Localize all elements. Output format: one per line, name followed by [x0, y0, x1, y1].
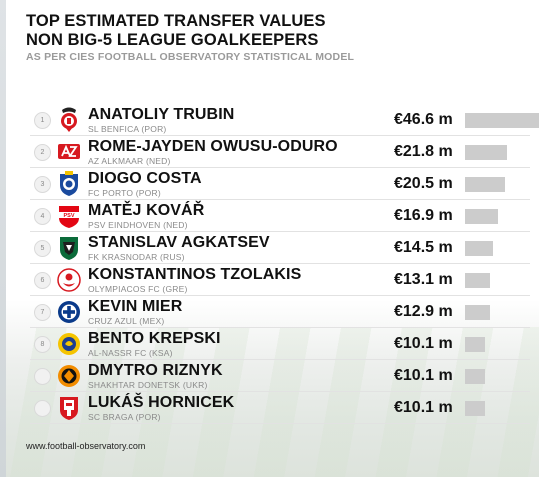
rank-badge: 6: [34, 272, 51, 289]
rank-badge: 5: [34, 240, 51, 257]
rank-badge: 4: [34, 208, 51, 225]
player-name: MATĚJ KOVÁŘ: [88, 202, 205, 219]
value-bar: [465, 177, 505, 192]
data-label: €14.5 m: [394, 239, 453, 256]
value-bar: [465, 337, 485, 352]
player-name: DIOGO COSTA: [88, 170, 202, 187]
value-bar: [465, 401, 485, 416]
page-edge: [0, 0, 6, 477]
player-name: KONSTANTINOS TZOLAKIS: [88, 266, 302, 283]
club-name: CRUZ AZUL (MEX): [88, 316, 165, 326]
player-name: STANISLAV AGKATSEV: [88, 234, 270, 251]
club-name: AL-NASSR FC (KSA): [88, 348, 173, 358]
shakhtar-crest-icon: [56, 362, 82, 389]
table-row: 3 DIOGO COSTA FC PORTO (POR) €20.5 m: [30, 169, 530, 200]
data-label: €13.1 m: [394, 271, 453, 288]
player-name: ANATOLIY TRUBIN: [88, 106, 235, 123]
az-alkmaar-crest-icon: [56, 138, 82, 165]
club-name: AZ ALKMAAR (NED): [88, 156, 171, 166]
club-name: PSV EINDHOVEN (NED): [88, 220, 188, 230]
value-bar: [465, 113, 539, 128]
value-bar: [465, 209, 498, 224]
svg-text:PSV: PSV: [63, 213, 74, 219]
title-line-1: TOP ESTIMATED TRANSFER VALUES: [26, 12, 326, 30]
krasnodar-crest-icon: [56, 234, 82, 261]
benfica-crest-icon: [56, 106, 82, 133]
club-name: FC PORTO (POR): [88, 188, 161, 198]
data-label: €10.1 m: [394, 367, 453, 384]
rank-badge: [34, 368, 51, 385]
subtitle: AS PER CIES FOOTBALL OBSERVATORY STATIST…: [26, 51, 355, 63]
club-name: SL BENFICA (POR): [88, 124, 167, 134]
data-label: €10.1 m: [394, 335, 453, 352]
club-name: SC BRAGA (POR): [88, 412, 161, 422]
table-row: LUKÁŠ HORNICEK SC BRAGA (POR) €10.1 m: [30, 393, 530, 424]
braga-crest-icon: [56, 394, 82, 421]
table-row: 5 STANISLAV AGKATSEV FK KRASNODAR (RUS) €14…: [30, 233, 530, 264]
club-name: SHAKHTAR DONETSK (UKR): [88, 380, 208, 390]
psv-crest-icon: PSV: [56, 202, 82, 229]
player-name: BENTO KREPSKI: [88, 330, 221, 347]
player-name: DMYTRO RIZNYK: [88, 362, 223, 379]
table-row: 4 PSV MATĚJ KOVÁŘ PSV EINDHOVEN (NED) €16.9 …: [30, 201, 530, 232]
pitch-background: [6, 327, 539, 477]
data-label: €16.9 m: [394, 207, 453, 224]
al-nassr-crest-icon: [56, 330, 82, 357]
rank-badge: 8: [34, 336, 51, 353]
value-bar: [465, 273, 490, 288]
club-name: FK KRASNODAR (RUS): [88, 252, 185, 262]
table-row: 2 ROME-JAYDEN OWUSU-ODURO AZ ALKMAAR (NED)…: [30, 137, 530, 168]
rank-badge: 2: [34, 144, 51, 161]
player-name: LUKÁŠ HORNICEK: [88, 394, 235, 411]
table-row: 7 KEVIN MIER CRUZ AZUL (MEX) €12.9 m: [30, 297, 530, 328]
player-name: ROME-JAYDEN OWUSU-ODURO: [88, 138, 338, 155]
infographic: TOP ESTIMATED TRANSFER VALUES NON BIG-5 …: [6, 0, 539, 477]
data-label: €46.6 m: [394, 111, 453, 128]
table-row: 8 BENTO KREPSKI AL-NASSR FC (KSA) €10.1 m: [30, 329, 530, 360]
value-bar: [465, 241, 493, 256]
rank-badge: 7: [34, 304, 51, 321]
fc-porto-crest-icon: [56, 170, 82, 197]
value-bar: [465, 305, 490, 320]
data-label: €12.9 m: [394, 303, 453, 320]
cruz-azul-crest-icon: [56, 298, 82, 325]
data-label: €10.1 m: [394, 399, 453, 416]
table-row: DMYTRO RIZNYK SHAKHTAR DONETSK (UKR) €10.1…: [30, 361, 530, 392]
rank-badge: 1: [34, 112, 51, 129]
value-bar: [465, 369, 485, 384]
olympiacos-crest-icon: [56, 266, 82, 293]
source-link[interactable]: www.football-observatory.com: [26, 441, 146, 451]
title-line-2: NON BIG-5 LEAGUE GOALKEEPERS: [26, 31, 319, 49]
table-row: 1 ANATOLIY TRUBIN SL BENFICA (POR) €46.6 m: [30, 105, 539, 136]
player-name: KEVIN MIER: [88, 298, 183, 315]
data-label: €20.5 m: [394, 175, 453, 192]
rank-badge: 3: [34, 176, 51, 193]
table-row: 6 KONSTANTINOS TZOLAKIS OLYMPIACOS FC (GRE…: [30, 265, 530, 296]
rank-badge: [34, 400, 51, 417]
club-name: OLYMPIACOS FC (GRE): [88, 284, 188, 294]
value-bar: [465, 145, 507, 160]
data-label: €21.8 m: [394, 143, 453, 160]
